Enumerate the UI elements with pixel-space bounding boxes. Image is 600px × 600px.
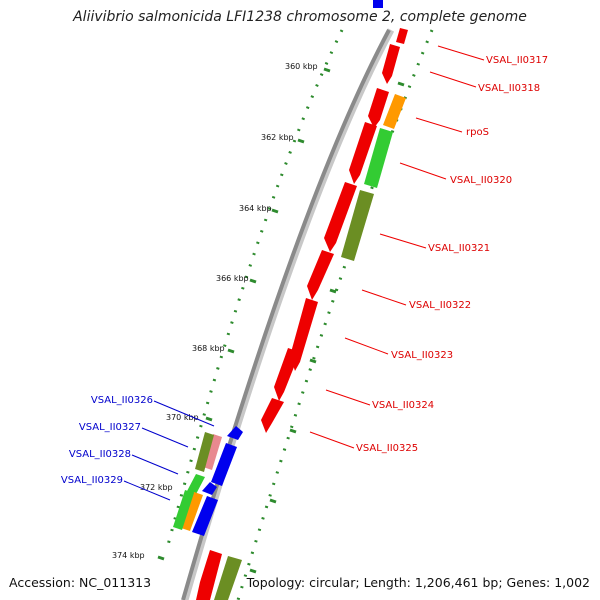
gene-label: VSAL_II0325 [356,443,418,454]
right-gene-labels: VSAL_II0317 VSAL_II0318 rpoS VSAL_II0320… [356,55,548,454]
tick-label: 368 kbp [192,344,225,353]
gene-VSAL_II0325 [261,398,284,433]
backbone [181,29,391,600]
left-callouts [123,400,215,501]
gene-label: VSAL_II0326 [91,395,153,406]
gene-VSAL_II0322 [307,250,334,300]
gene-VSAL_II0318 [368,88,389,128]
gene-top-blue [373,0,383,8]
accession-text: Accession: NC_011313 [9,575,152,590]
tick-labels: 360 kbp 362 kbp 364 kbp 366 kbp 368 kbp … [112,62,318,560]
forward-genes [196,28,408,600]
gene-VSAL_II0327-pink [203,434,222,470]
gene-label: VSAL_II0321 [428,243,490,254]
outer-dotted-track [166,29,344,546]
gene-label: VSAL_II0327 [79,422,141,433]
gene-VSAL_II0328 [202,482,217,495]
gene-VSAL_II0321-olive [341,190,374,261]
gene-label: VSAL_II0320 [450,175,512,186]
gene-VSAL_II0328-green [186,474,205,496]
gene-label: VSAL_II0318 [478,83,540,94]
gene-label: rpoS [466,127,489,138]
tick-label: 370 kbp [166,413,199,422]
gene-bottom-olive [214,556,242,600]
gene-VSAL_II0327 [211,443,237,486]
gene-VSAL_II0317 [396,28,408,44]
tick-label: 362 kbp [261,133,294,142]
gene-label: VSAL_II0324 [372,400,434,411]
tick-label: 374 kbp [112,551,145,560]
backbone-shadow [181,28,395,600]
tick-label: 364 kbp [239,204,272,213]
gene-VSAL_II0320-green [364,128,393,188]
gene-VSAL_II0321 [324,182,357,252]
tick-label: 366 kbp [216,274,249,283]
gene-label: VSAL_II0323 [391,350,453,361]
gene-VSAL_II0317-b [382,44,400,84]
gene-VSAL_II0329-orange [181,492,203,531]
gene-label: VSAL_II0322 [409,300,471,311]
gene-VSAL_II0320 [349,122,377,184]
gene-label: VSAL_II0328 [69,449,131,460]
gene-bottom-red [196,550,222,600]
gene-label: VSAL_II0317 [486,55,548,66]
left-gene-labels: VSAL_II0326 VSAL_II0327 VSAL_II0328 VSAL… [61,395,153,486]
summary-text: Topology: circular; Length: 1,206,461 bp… [246,575,590,590]
gene-VSAL_II0326 [227,426,243,440]
inner-dotted-track [236,29,434,600]
gene-VSAL_II0329 [192,496,218,536]
right-callouts [309,45,485,449]
gene-VSAL_II0324 [274,348,300,401]
gene-label: VSAL_II0329 [61,475,123,486]
reverse-genes [173,426,243,536]
map-title: Aliivibrio salmonicida LFI1238 chromosom… [73,9,527,25]
gene-VSAL_II0329-green [173,490,194,530]
tick-label: 372 kbp [140,483,173,492]
gene-rpoS [383,94,406,129]
gene-VSAL_II0327-olive [195,432,214,472]
tick-label: 360 kbp [285,62,318,71]
